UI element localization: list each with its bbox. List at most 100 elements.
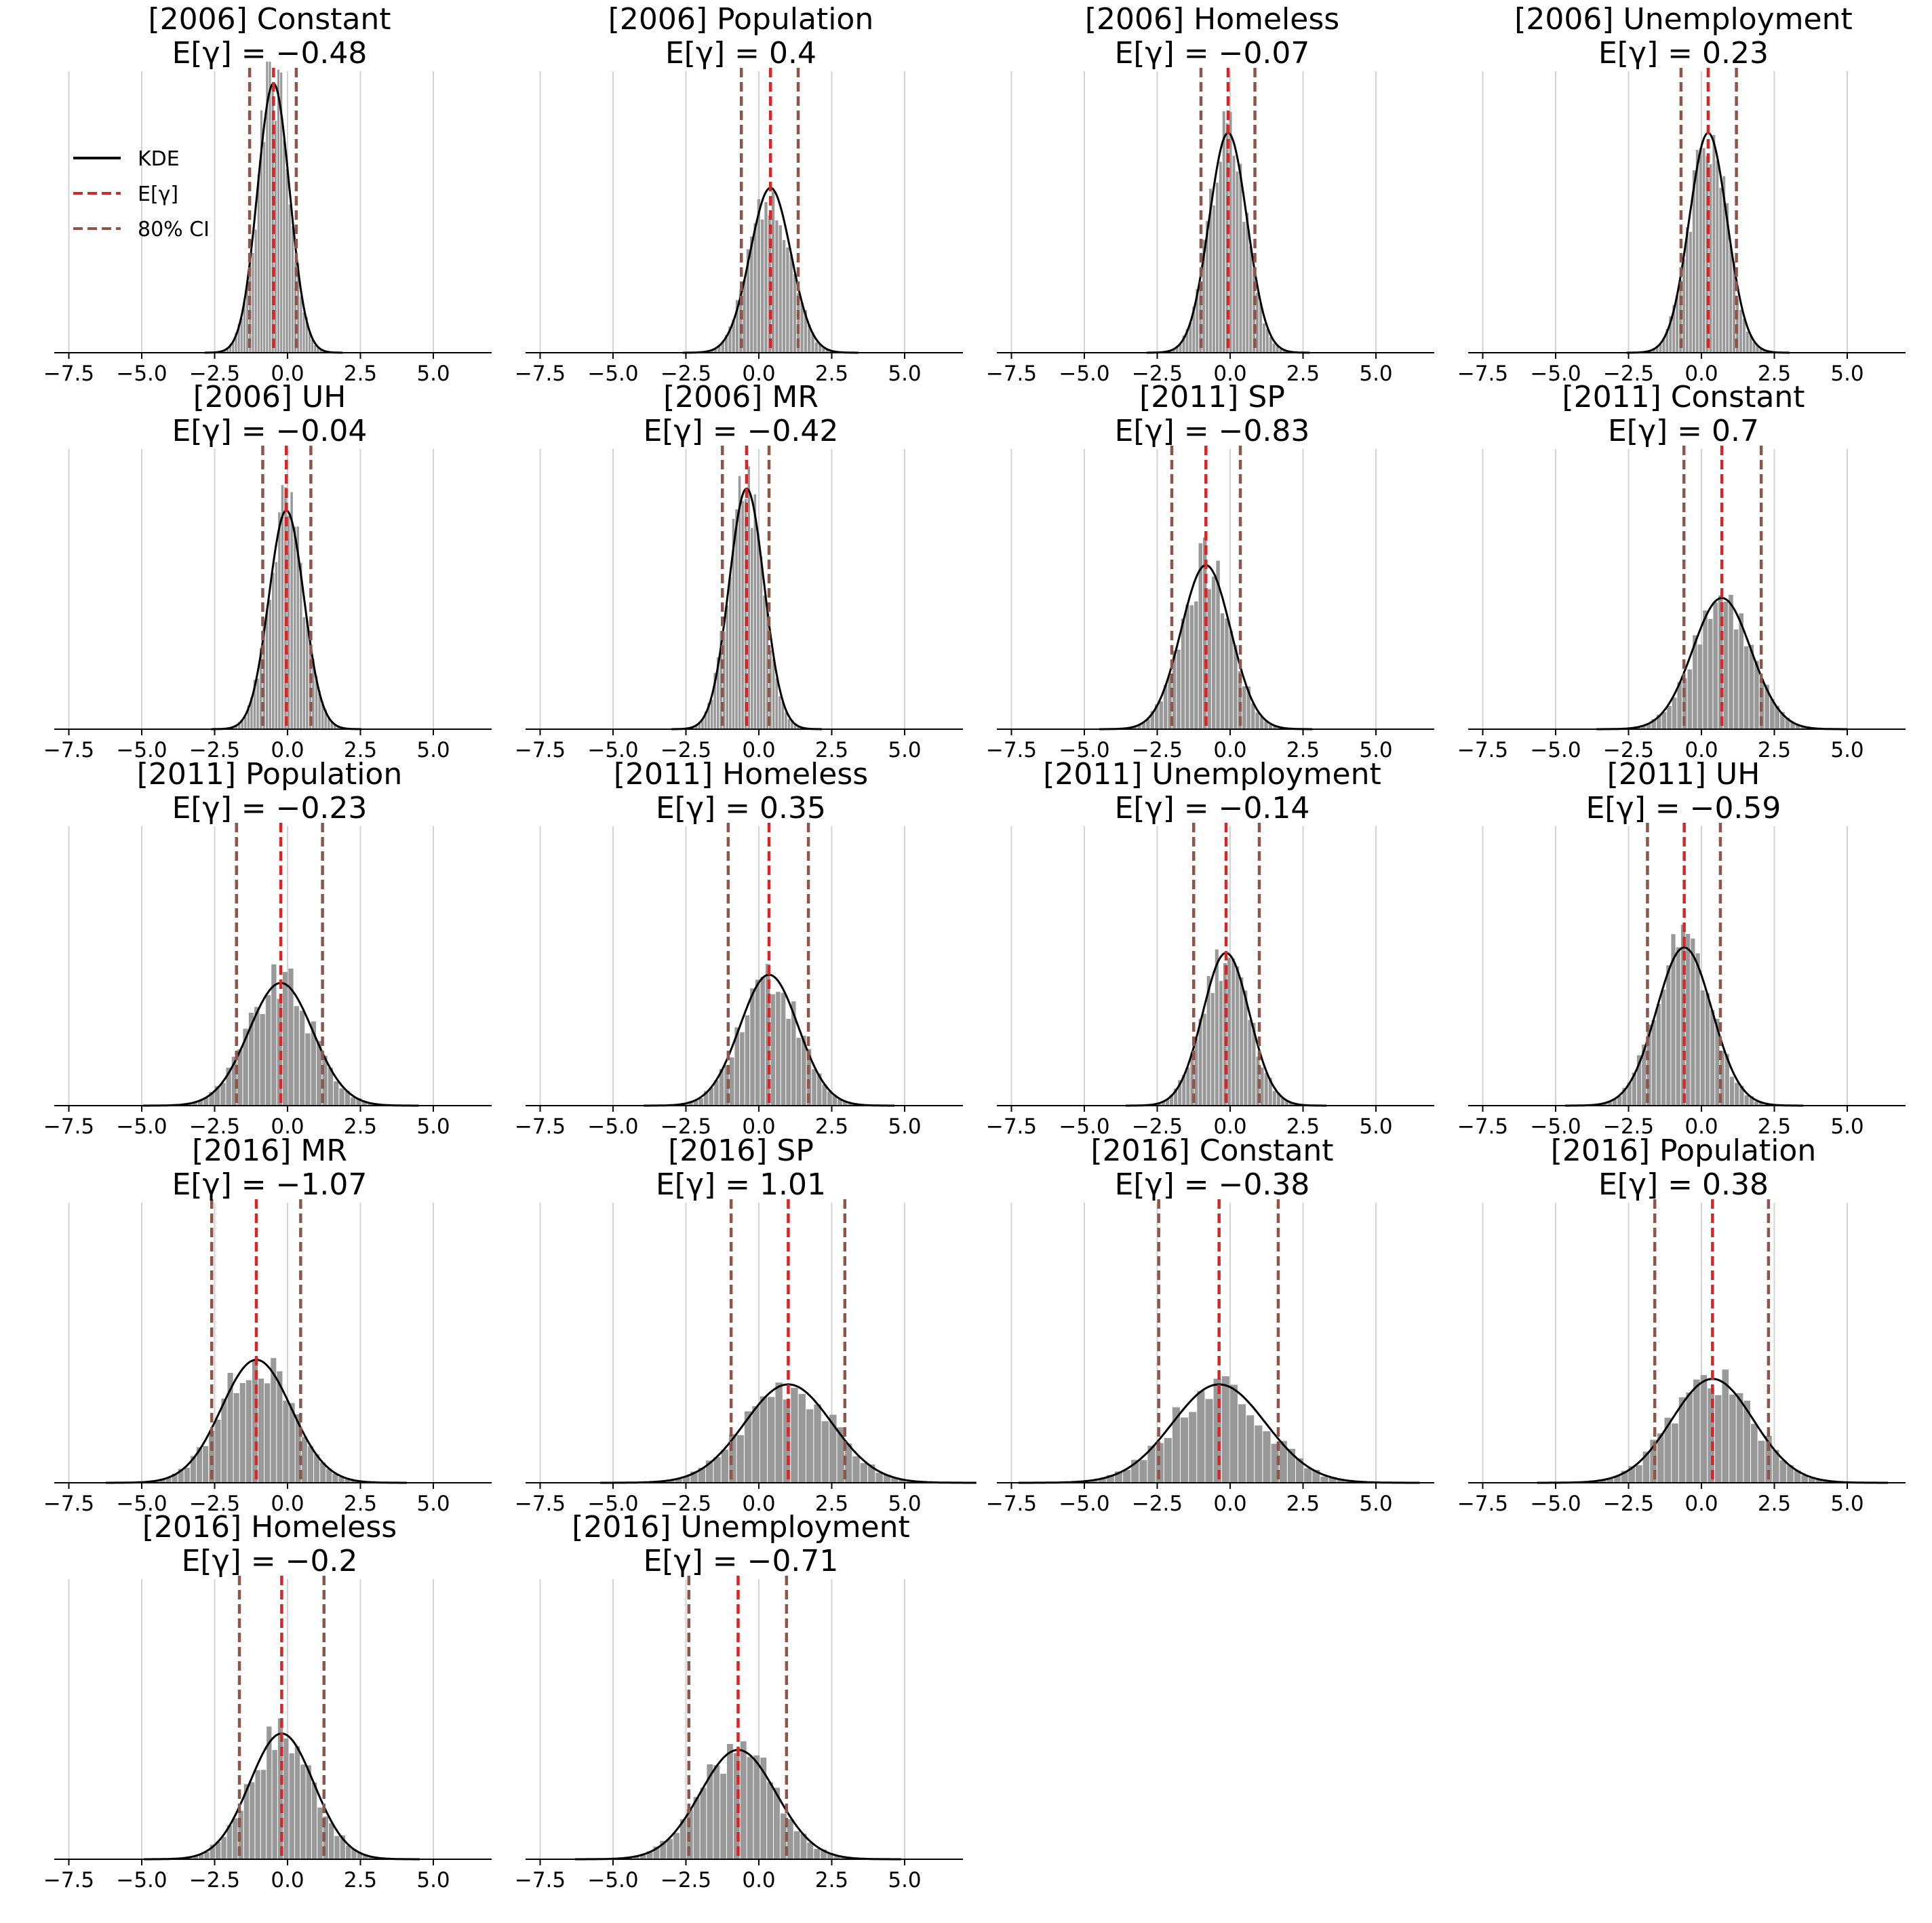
histogram-bar xyxy=(1222,111,1225,353)
x-tick-label: −5.0 xyxy=(1059,1114,1109,1139)
x-tick-label: −7.5 xyxy=(515,1492,566,1516)
x-tick-label: −7.5 xyxy=(43,1492,94,1516)
histogram-bar xyxy=(1815,1479,1823,1483)
histogram-bar xyxy=(1181,618,1185,729)
histogram-bar xyxy=(1743,1400,1750,1483)
histogram-bar xyxy=(1700,990,1705,1106)
histogram-bar xyxy=(277,1718,283,1859)
x-tick-label: −2.5 xyxy=(1132,1492,1183,1516)
histogram-bar xyxy=(1801,1475,1808,1483)
legend: KDE E[γ] 80% CI xyxy=(73,147,210,241)
histogram-bar xyxy=(306,1765,311,1859)
subplot-mean-label: E[γ] = −0.42 xyxy=(644,414,839,448)
histogram-bar xyxy=(226,1825,233,1859)
histogram-bar xyxy=(1612,1099,1617,1106)
x-tick-label: 2.5 xyxy=(1758,362,1791,386)
histogram-bar xyxy=(1227,958,1231,1106)
histogram-bar xyxy=(1312,1470,1320,1483)
histogram-bar xyxy=(765,964,770,1106)
histogram-bar xyxy=(320,1462,326,1483)
x-tick-label: −7.5 xyxy=(515,738,566,762)
histogram-bar xyxy=(250,697,253,729)
histogram-bar xyxy=(1287,1448,1295,1483)
histogram-bar xyxy=(1749,334,1752,353)
histogram-bar xyxy=(1239,163,1242,353)
histogram-bar xyxy=(1213,1378,1221,1483)
subplot: −7.5 −5.0 −2.5 0.0 2.5 5.0 [2011] UHE[γ] = −0.… xyxy=(1457,757,1906,1139)
histogram-bar xyxy=(172,1473,178,1483)
histogram-bar xyxy=(1295,1458,1304,1483)
histogram-bar xyxy=(1703,610,1708,729)
subplot-mean-label: E[γ] = −0.23 xyxy=(172,791,368,825)
histogram-bar xyxy=(297,263,300,353)
histogram-bar xyxy=(328,1823,334,1859)
histogram-bar xyxy=(1628,1466,1636,1483)
histogram-bar xyxy=(837,1099,842,1106)
x-tick-label: −7.5 xyxy=(1457,1492,1508,1516)
histogram-bar xyxy=(336,726,340,729)
histogram-bar xyxy=(1682,259,1686,353)
subplot-mean-label: E[γ] = −0.38 xyxy=(1115,1167,1310,1202)
histogram-bar xyxy=(328,1068,334,1106)
x-tick-label: −5.0 xyxy=(587,1114,638,1139)
histogram-bar xyxy=(639,1854,646,1859)
histogram-bar xyxy=(1699,148,1702,353)
histogram-bar xyxy=(204,1852,210,1859)
subplot: −7.5 −5.0 −2.5 0.0 2.5 5.0 [2016] MRE[γ] = −1.… xyxy=(43,1133,492,1516)
subplot-mean-label: E[γ] = 0.38 xyxy=(1598,1167,1769,1202)
histogram-bar xyxy=(1695,953,1700,1106)
subplot-mean-label: E[γ] = −0.59 xyxy=(1586,791,1781,825)
histogram-bar xyxy=(1735,1083,1739,1106)
histogram-bar xyxy=(1691,938,1695,1106)
histogram-bar xyxy=(334,724,336,729)
histogram-bar xyxy=(302,312,305,353)
histogram-bar xyxy=(1256,292,1259,353)
histogram-bar xyxy=(1739,309,1742,353)
histogram-bar xyxy=(267,1726,272,1859)
histogram-bar xyxy=(1189,1412,1197,1483)
x-tick-label: 2.5 xyxy=(1758,738,1791,762)
histogram-bar xyxy=(306,620,309,729)
histogram-bar xyxy=(695,725,698,729)
histogram-bar xyxy=(1250,703,1255,729)
histogram-bar xyxy=(1202,239,1206,353)
histogram-bar xyxy=(1209,189,1212,353)
histogram-bar xyxy=(1722,1370,1729,1483)
histogram-bar xyxy=(701,718,704,729)
histogram-bar xyxy=(1823,1481,1830,1483)
histogram-bar xyxy=(314,345,317,353)
histogram-bar xyxy=(290,492,293,729)
histogram-bar xyxy=(734,1027,740,1106)
x-tick-label: 2.5 xyxy=(1758,1492,1791,1516)
histogram-bar xyxy=(245,1380,252,1483)
histogram-bar xyxy=(294,262,297,353)
histogram-bar xyxy=(1736,1393,1743,1483)
histogram-bar xyxy=(300,296,302,353)
histogram-bar xyxy=(214,1086,220,1106)
x-tick-label: 0.0 xyxy=(271,1114,304,1139)
histogram-bar xyxy=(812,1069,816,1106)
histogram-bar xyxy=(1244,990,1248,1106)
histogram-bar xyxy=(842,1101,848,1106)
x-tick-label: −7.5 xyxy=(43,362,94,386)
histogram-bar xyxy=(237,324,240,353)
histogram-bar xyxy=(1225,123,1229,353)
histogram-bar xyxy=(1263,1431,1271,1483)
histogram-bar xyxy=(255,1770,260,1859)
histogram-bar xyxy=(307,1446,313,1483)
histogram-bar xyxy=(710,349,713,353)
x-tick-label: −7.5 xyxy=(1457,362,1508,386)
histogram-bar xyxy=(740,1032,745,1106)
histogram-bar xyxy=(1157,1103,1161,1106)
x-tick-label: 5.0 xyxy=(888,1114,921,1139)
histogram-bar xyxy=(289,1403,295,1483)
histogram-bar xyxy=(209,1091,214,1106)
histogram-bar xyxy=(357,1852,363,1859)
histogram-bar xyxy=(1723,602,1729,729)
x-tick-label: −5.0 xyxy=(116,362,167,386)
subplot-title: [2011] UH xyxy=(1607,757,1760,792)
histogram-bar xyxy=(682,1476,690,1483)
subplot: −7.5 −5.0 −2.5 0.0 2.5 5.0 [2016] ConstantE[γ]… xyxy=(986,1133,1434,1516)
histogram-bar xyxy=(703,1091,709,1106)
histogram-bar xyxy=(1724,1053,1729,1106)
